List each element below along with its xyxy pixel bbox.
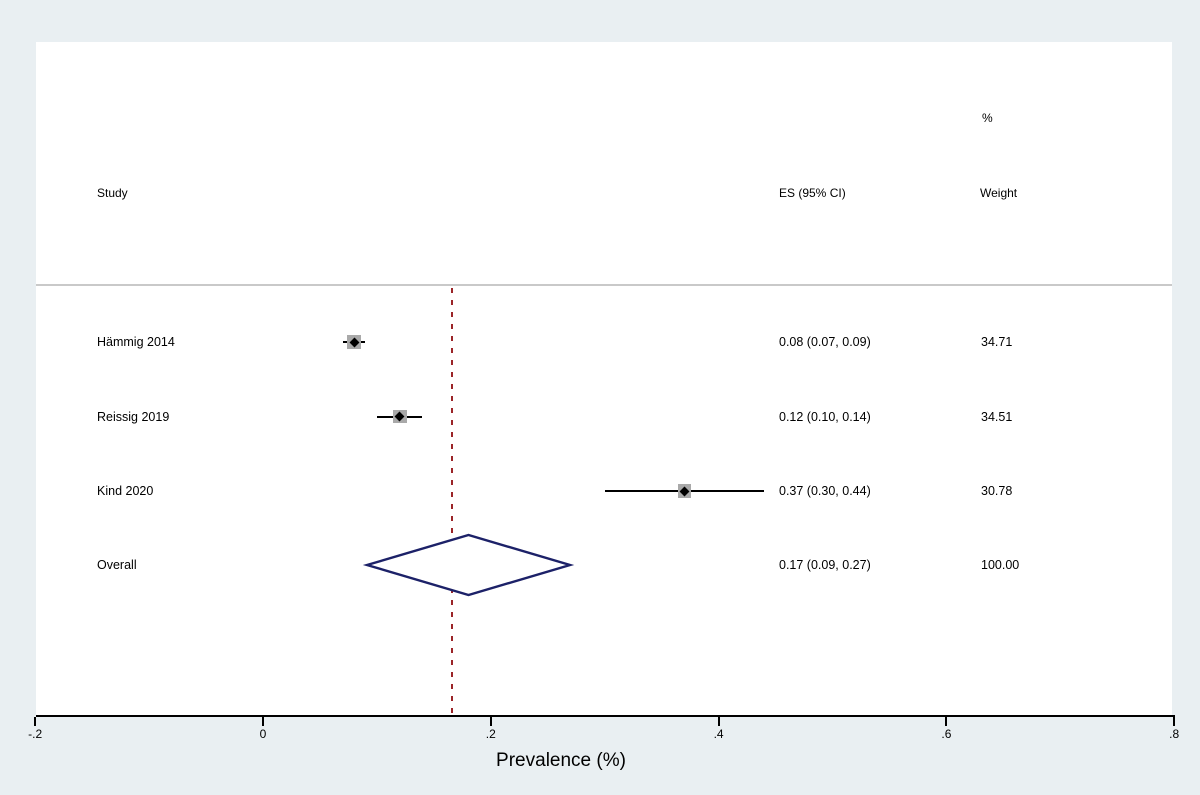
x-tick xyxy=(945,717,948,726)
x-tick-label: .4 xyxy=(713,727,724,741)
x-tick xyxy=(1173,717,1176,726)
x-tick xyxy=(34,717,37,726)
x-axis-line xyxy=(36,715,1175,717)
overall-reference-line xyxy=(451,288,454,715)
x-axis-title: Prevalence (%) xyxy=(496,750,626,771)
header-separator-line xyxy=(36,284,1172,286)
x-tick-label: -.2 xyxy=(28,727,43,741)
x-tick xyxy=(262,717,264,726)
overall-diamond xyxy=(362,533,574,597)
column-header-weight: Weight xyxy=(980,186,1018,200)
study-label: Reissig 2019 xyxy=(97,409,170,424)
x-tick-label: .8 xyxy=(1169,727,1180,741)
es-ci-value: 0.08 (0.07, 0.09) xyxy=(779,335,871,349)
column-header-percent: % xyxy=(982,111,993,125)
x-tick-label: .2 xyxy=(485,727,496,741)
x-tick-label: 0 xyxy=(259,727,267,741)
x-tick xyxy=(489,717,492,726)
overall-diamond-shape xyxy=(362,533,574,597)
overall-es-ci-value: 0.17 (0.09, 0.27) xyxy=(779,558,871,572)
weight-value: 34.71 xyxy=(981,335,1013,349)
es-ci-value: 0.12 (0.10, 0.14) xyxy=(779,409,871,424)
weight-value: 34.51 xyxy=(981,409,1013,424)
es-ci-value: 0.37 (0.30, 0.44) xyxy=(779,484,871,498)
plot-area xyxy=(36,42,1172,716)
overall-weight-value: 100.00 xyxy=(981,558,1020,572)
study-label: Kind 2020 xyxy=(97,484,154,498)
study-label: Hämmig 2014 xyxy=(97,335,175,349)
x-tick xyxy=(717,717,720,726)
column-header-es: ES (95% CI) xyxy=(779,186,846,200)
weight-value: 30.78 xyxy=(981,484,1013,498)
overall-label: Overall xyxy=(97,558,137,572)
column-header-study: Study xyxy=(97,186,128,200)
x-tick-label: .6 xyxy=(941,727,952,741)
